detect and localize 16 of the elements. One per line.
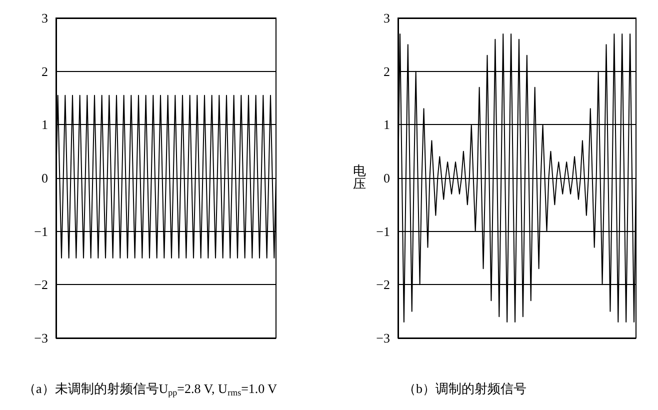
y-tick-label: 2 xyxy=(42,64,48,79)
y-tick-label: −3 xyxy=(376,330,390,346)
y-tick-label: 0 xyxy=(42,170,48,186)
y-axis-title: 电压 xyxy=(353,164,366,192)
y-tick-label: 0 xyxy=(384,170,390,186)
text: （b）调制的射频信号 xyxy=(403,381,526,396)
y-tick-label: 3 xyxy=(42,10,48,26)
y-tick-label: 1 xyxy=(42,117,48,132)
y-tick-label: 2 xyxy=(384,64,390,79)
y-tick-label: −1 xyxy=(34,224,48,239)
y-tick-label: −2 xyxy=(34,277,48,292)
y-tick-label: −1 xyxy=(376,224,390,239)
y-tick-label: 3 xyxy=(384,10,390,26)
y-tick-label: 1 xyxy=(384,117,390,132)
y-tick-label: −3 xyxy=(34,330,48,346)
y-tick-label: −2 xyxy=(376,277,390,292)
